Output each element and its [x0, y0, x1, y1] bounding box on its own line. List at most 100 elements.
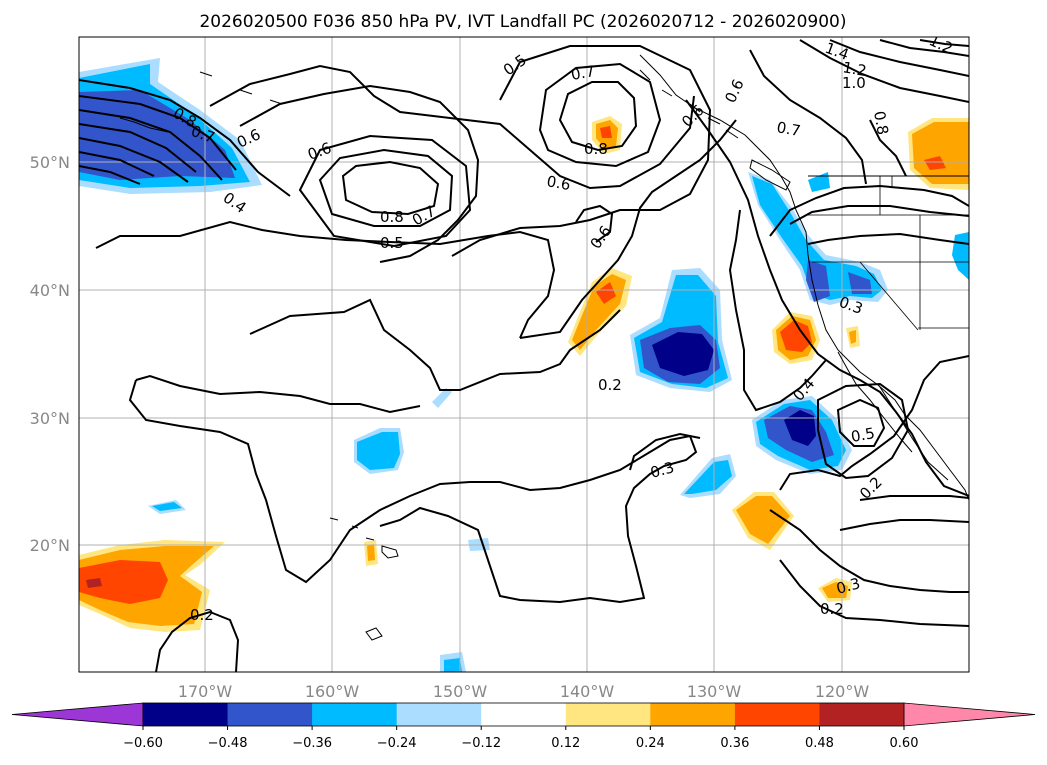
- shaded-regions: [79, 58, 969, 672]
- contour-line: [575, 204, 614, 243]
- contour-line: [839, 519, 969, 531]
- lon-tick-label: 160°W: [305, 682, 360, 701]
- colorbar-swatch: [565, 703, 651, 726]
- colorbar: [11, 702, 1036, 727]
- contour-line: [135, 374, 421, 414]
- pos-region-southeast: [736, 496, 790, 544]
- contour-line: [128, 379, 698, 604]
- latitude-labels: 50°N 40°N 30°N 20°N: [30, 153, 70, 555]
- neg-region-southeast: [784, 410, 816, 446]
- neg-region-central: [652, 332, 714, 376]
- contour-line: [779, 559, 969, 627]
- contour-line: [685, 99, 969, 497]
- contour-line: [779, 355, 969, 491]
- contour-line: [728, 209, 827, 412]
- contour-line: [79, 95, 237, 171]
- aleutian-islands: [119, 71, 283, 133]
- contour-line: [807, 232, 969, 245]
- contour-line: [538, 62, 662, 168]
- contour-line: [95, 220, 556, 339]
- contour-label: 0.3: [648, 458, 676, 482]
- colorbar-tick-label: −0.60: [123, 736, 163, 751]
- contour-label: 0.7: [570, 62, 597, 84]
- lat-tick-label: 30°N: [30, 409, 70, 428]
- contour-line: [519, 119, 737, 339]
- contour-line: [789, 205, 969, 225]
- colorbar-swatch: [481, 703, 567, 726]
- colorbar-tick-label: −0.36: [292, 736, 332, 751]
- contour-line: [829, 39, 969, 77]
- pos-region-central: [596, 282, 616, 304]
- state-borders: [808, 176, 969, 331]
- alaska-panhandle: [639, 69, 739, 139]
- contour-line: [341, 160, 440, 216]
- contour-label: 0.8: [870, 110, 892, 137]
- neg-region-northwest: [79, 90, 235, 180]
- colorbar-tick-label: 0.36: [720, 736, 749, 751]
- colorbar-tick-label: 0.24: [636, 736, 665, 751]
- pos-region-northeast: [912, 122, 969, 184]
- colorbar-tick-label: −0.48: [208, 736, 248, 751]
- colorbar-tick-label: −0.24: [377, 736, 417, 751]
- colorbar-extend-high: [903, 702, 1036, 727]
- pos-region-northeast: [924, 156, 946, 170]
- lon-tick-label: 150°W: [433, 682, 488, 701]
- contour-line: [869, 119, 907, 177]
- map-frame: [78, 36, 970, 673]
- colorbar-tick-label: 0.48: [805, 736, 834, 751]
- contour-line: [859, 495, 969, 501]
- neg-region-small: [152, 502, 182, 511]
- colorbar-tick-label: −0.12: [461, 736, 501, 751]
- contour-line: [79, 137, 189, 183]
- contour-line: [629, 432, 701, 471]
- contour-line: [155, 610, 240, 672]
- contour-labels: 0.8 0.7 0.6 0.4 0.6 0.8 0.7 0.5 0.5 0.7 …: [170, 37, 956, 624]
- colorbar-swatch: [312, 703, 398, 726]
- colorbar-tick-label: 0.12: [551, 736, 580, 751]
- contour-label: 0.5: [380, 234, 404, 252]
- neg-region-coast: [752, 176, 882, 300]
- vancouver-island: [749, 159, 791, 191]
- lon-tick-label: 140°W: [560, 682, 615, 701]
- contour-label: 0.7: [775, 118, 802, 140]
- contour-label: 0.3: [834, 574, 862, 598]
- gulf-california: [877, 383, 949, 481]
- baja-coast: [837, 351, 913, 453]
- pos-region-southwest: [86, 578, 102, 588]
- contour-label: 0.8: [380, 208, 404, 226]
- pos-region-coast: [780, 320, 812, 352]
- contour-line: [799, 39, 969, 103]
- lon-tick-label: 170°W: [178, 682, 233, 701]
- neg-region-coast: [806, 260, 872, 302]
- colorbar-swatch: [650, 703, 736, 726]
- contour-line: [817, 382, 910, 480]
- neg-region-small: [684, 460, 732, 494]
- contour-label: 1.0: [842, 74, 866, 92]
- colorbar-frame: [142, 702, 905, 727]
- contour-line: [769, 184, 969, 237]
- contour-line: [879, 39, 969, 57]
- north-america-coast: [639, 54, 969, 501]
- lat-tick-label: 40°N: [30, 281, 70, 300]
- lat-tick-label: 50°N: [30, 153, 70, 172]
- pos-region-southwest: [79, 560, 168, 604]
- contour-line: [836, 398, 886, 447]
- contour-line: [919, 39, 969, 47]
- figure-title: 2026020500 F036 850 hPa PV, IVT Landfall…: [199, 12, 846, 32]
- coastlines: [119, 54, 969, 641]
- contour-line: [249, 298, 621, 391]
- colorbar-tick-label: 0.60: [890, 736, 919, 751]
- contour-lines: [79, 39, 969, 672]
- contour-label: 0.2: [820, 600, 844, 618]
- contour-line: [318, 148, 454, 227]
- lat-tick-label: 20°N: [30, 536, 70, 555]
- contour-label: 0.5: [850, 424, 877, 446]
- longitude-labels: 170°W 160°W 150°W 140°W 130°W 120°W: [178, 682, 870, 701]
- contour-line: [769, 509, 969, 593]
- neg-region-small: [444, 658, 462, 672]
- contour-line: [209, 64, 695, 190]
- contour-line: [79, 165, 141, 185]
- colorbar-swatch: [143, 703, 229, 726]
- neg-region-coast: [808, 172, 830, 192]
